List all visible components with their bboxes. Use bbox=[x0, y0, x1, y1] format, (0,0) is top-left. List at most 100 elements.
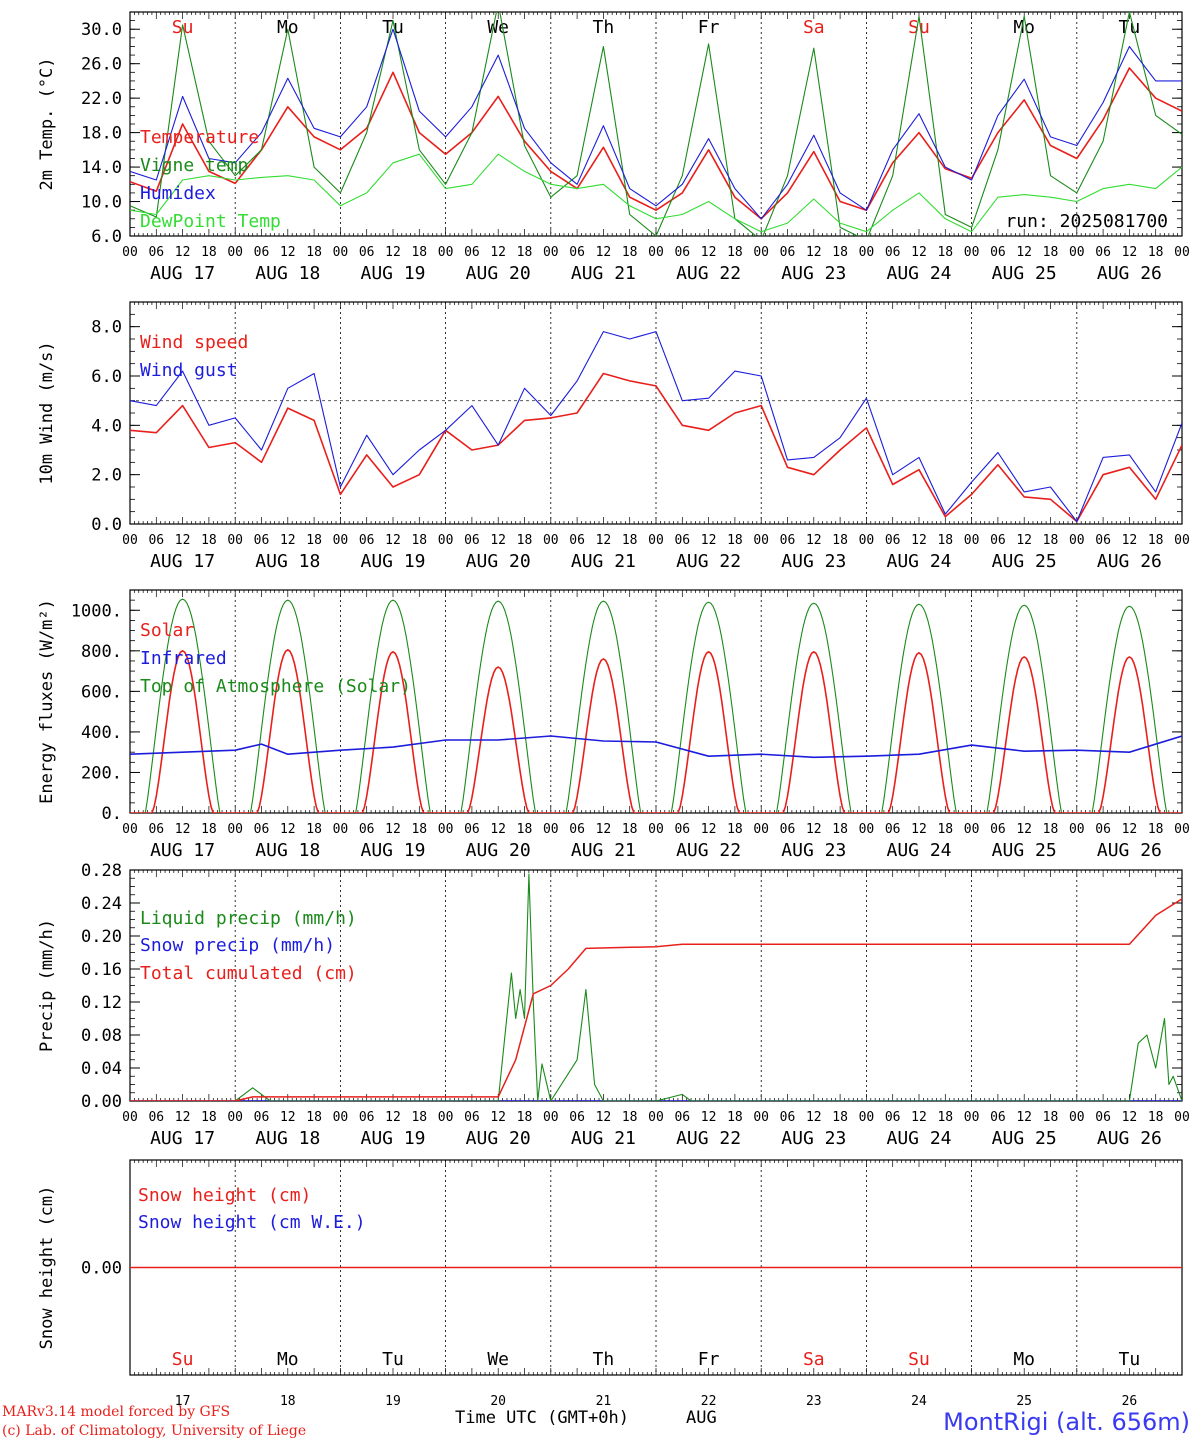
hour-tick-label: 00 bbox=[648, 1110, 664, 1125]
day-name-label: Tu bbox=[1119, 17, 1141, 38]
y-tick-label: 1000. bbox=[71, 601, 122, 621]
station-label: MontRigi (alt. 656m) bbox=[943, 1408, 1190, 1436]
hour-tick-label: 06 bbox=[254, 245, 270, 260]
series-group bbox=[130, 331, 1182, 523]
hour-tick-label: 00 bbox=[543, 533, 559, 548]
hour-tick-label: 06 bbox=[674, 533, 690, 548]
day-name-label: Su bbox=[908, 1349, 930, 1370]
series-liquid-precip bbox=[130, 873, 1182, 1101]
panel-3: 0. 200. 400. 600. 800. 1000. Energy fluxes (W/… bbox=[37, 589, 1190, 861]
y-tick-label: 0.0 bbox=[91, 515, 122, 535]
y-tick-label: 0.16 bbox=[81, 960, 122, 980]
x-axis-label: Time UTC (GMT+0h) bbox=[455, 1408, 629, 1428]
hour-tick-label: 00 bbox=[543, 245, 559, 260]
legend-liquid-precip: Liquid precip (mm/h) bbox=[140, 908, 357, 929]
hour-tick-label: 18 bbox=[201, 1110, 217, 1125]
hour-tick-label: 00 bbox=[122, 822, 138, 837]
hour-tick-label: 12 bbox=[1016, 533, 1032, 548]
y-tick-label: 0.12 bbox=[81, 993, 122, 1013]
day-name-label: Su bbox=[172, 1349, 194, 1370]
hour-tick-label: 12 bbox=[701, 245, 717, 260]
hour-tick-label: 18 bbox=[1043, 1110, 1059, 1125]
legend-solar: Solar bbox=[140, 620, 194, 641]
day-number-label: 21 bbox=[596, 1394, 612, 1409]
hour-tick-label: 18 bbox=[517, 1110, 533, 1125]
y-tick-label: 0. bbox=[102, 804, 122, 824]
hour-tick-label: 12 bbox=[490, 822, 506, 837]
series-dewpoint-temp bbox=[130, 153, 1182, 233]
y-tick-label: 800. bbox=[81, 642, 122, 662]
hour-tick-label: 12 bbox=[806, 245, 822, 260]
y-tick-label: 600. bbox=[81, 682, 122, 702]
date-label: AUG 22 bbox=[676, 1128, 741, 1149]
hour-tick-label: 06 bbox=[148, 822, 164, 837]
hour-tick-label: 12 bbox=[701, 1110, 717, 1125]
hour-tick-label: 00 bbox=[333, 245, 349, 260]
day-number-label: 24 bbox=[911, 1394, 927, 1409]
hour-tick-label: 18 bbox=[306, 822, 322, 837]
y-tick-label: 0.24 bbox=[81, 894, 122, 914]
wind-legend: Wind speed Wind gust bbox=[140, 332, 248, 381]
hour-tick-label: 18 bbox=[201, 245, 217, 260]
day-number-label: 22 bbox=[701, 1394, 717, 1409]
hour-tick-label: 06 bbox=[359, 1110, 375, 1125]
date-label: AUG 21 bbox=[571, 840, 636, 861]
y-tick-label: 0.20 bbox=[81, 927, 122, 947]
hour-tick-label: 12 bbox=[385, 1110, 401, 1125]
hour-tick-label: 18 bbox=[306, 533, 322, 548]
hour-tick-label: 00 bbox=[122, 533, 138, 548]
hour-tick-label: 12 bbox=[701, 822, 717, 837]
hour-tick-label: 18 bbox=[622, 533, 638, 548]
hour-tick-label: 12 bbox=[175, 822, 191, 837]
hour-tick-label: 12 bbox=[1122, 822, 1138, 837]
hour-tick-label: 06 bbox=[254, 1110, 270, 1125]
hour-tick-label: 06 bbox=[990, 533, 1006, 548]
hour-tick-label: 12 bbox=[806, 533, 822, 548]
date-label: AUG 26 bbox=[1097, 840, 1162, 861]
hour-tick-label: 12 bbox=[911, 533, 927, 548]
y-tick-label: 10.0 bbox=[81, 193, 122, 213]
series-vigne-temp bbox=[130, 12, 1182, 236]
date-label: AUG 22 bbox=[676, 551, 741, 572]
hour-tick-label: 00 bbox=[964, 533, 980, 548]
date-label: AUG 25 bbox=[992, 263, 1057, 284]
hour-tick-label: 00 bbox=[333, 533, 349, 548]
hour-tick-label: 00 bbox=[1069, 533, 1085, 548]
y-tick-label: 26.0 bbox=[81, 55, 122, 75]
date-label: AUG 20 bbox=[466, 263, 531, 284]
hour-tick-label: 18 bbox=[727, 533, 743, 548]
hour-tick-label: 12 bbox=[490, 1110, 506, 1125]
legend-wind-gust: Wind gust bbox=[140, 360, 238, 381]
hour-tick-label: 06 bbox=[990, 245, 1006, 260]
legend-dewpoint: DewPoint Temp bbox=[140, 211, 281, 232]
panel-5: 0.00 Snow height (cm) Su Mo Tu We Th Fr Sa Su Mo Tu… bbox=[37, 1159, 1183, 1409]
hour-tick-label: 18 bbox=[727, 1110, 743, 1125]
hour-tick-label: 18 bbox=[727, 822, 743, 837]
hour-tick-label: 00 bbox=[859, 533, 875, 548]
hour-tick-label: 18 bbox=[1043, 245, 1059, 260]
hour-tick-label: 00 bbox=[227, 1110, 243, 1125]
hour-tick-label: 18 bbox=[517, 245, 533, 260]
hour-tick-label: 00 bbox=[1174, 822, 1190, 837]
series-group bbox=[130, 873, 1182, 1101]
y-tick-label: 400. bbox=[81, 723, 122, 743]
y-tick-label: 0.00 bbox=[81, 1259, 122, 1279]
hour-tick-label: 18 bbox=[517, 822, 533, 837]
hour-tick-label: 18 bbox=[727, 245, 743, 260]
hour-tick-label: 12 bbox=[1122, 1110, 1138, 1125]
date-label: AUG 21 bbox=[571, 1128, 636, 1149]
day-name-label: We bbox=[487, 17, 509, 38]
hour-tick-label: 06 bbox=[780, 1110, 796, 1125]
day-name-label: Sa bbox=[803, 1349, 825, 1370]
hour-tick-label: 12 bbox=[1016, 1110, 1032, 1125]
hour-tick-label: 12 bbox=[385, 533, 401, 548]
hour-tick-label: 12 bbox=[175, 245, 191, 260]
hour-tick-label: 06 bbox=[464, 822, 480, 837]
hour-tick-label: 00 bbox=[753, 822, 769, 837]
hour-tick-label: 12 bbox=[1122, 533, 1138, 548]
date-label: AUG 25 bbox=[992, 1128, 1057, 1149]
date-label: AUG 26 bbox=[1097, 1128, 1162, 1149]
hour-tick-label: 06 bbox=[359, 822, 375, 837]
day-name-label: Mo bbox=[1013, 1349, 1035, 1370]
hour-tick-label: 12 bbox=[280, 822, 296, 837]
